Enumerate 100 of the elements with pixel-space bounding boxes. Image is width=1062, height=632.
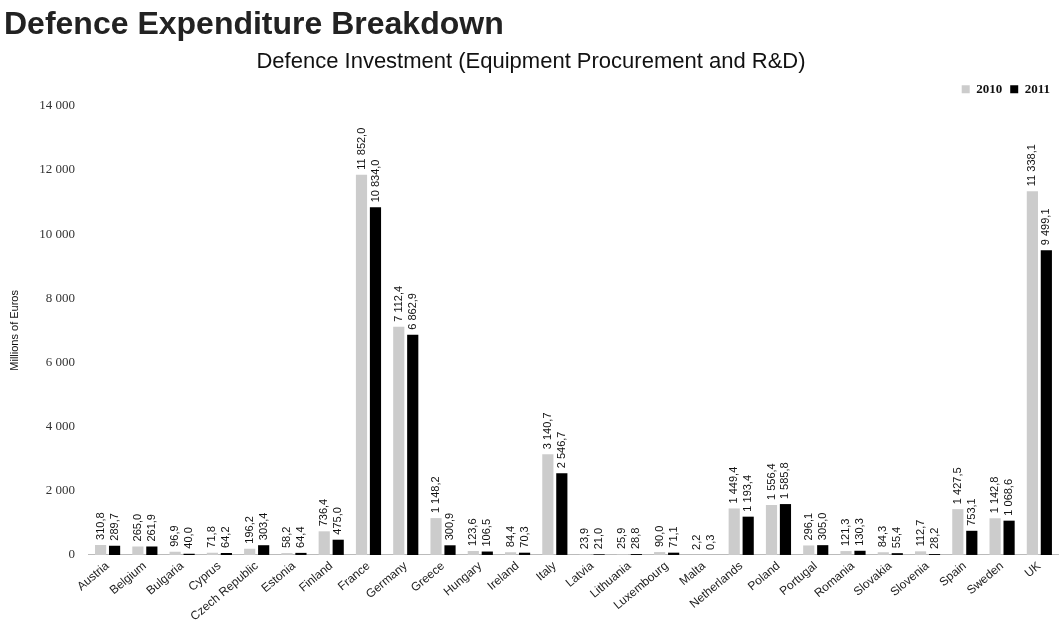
data-label: 84,3 <box>876 525 889 548</box>
bar <box>840 551 852 555</box>
data-label: 70,3 <box>517 526 530 548</box>
data-label: 123,6 <box>466 518 479 546</box>
y-tick-label: 6 000 <box>45 353 75 369</box>
bar <box>914 551 927 555</box>
bar <box>108 545 121 555</box>
data-label: 261,9 <box>144 514 157 542</box>
data-label: 6 862,9 <box>405 293 418 330</box>
data-label: 305,0 <box>815 512 828 541</box>
data-label: 1 556,4 <box>764 463 777 501</box>
data-label: 112,7 <box>913 519 926 547</box>
bar <box>803 545 815 555</box>
y-tick-label: 14 000 <box>39 97 75 113</box>
data-label: 71,1 <box>666 526 679 548</box>
bar <box>817 545 829 555</box>
bar <box>542 454 554 555</box>
y-tick-label: 4 000 <box>45 418 75 434</box>
data-label: 64,2 <box>219 526 232 548</box>
bar <box>258 545 270 555</box>
bar <box>169 551 181 555</box>
data-label: 265,0 <box>130 513 143 542</box>
chart-title: Defence Expenditure Breakdown <box>4 5 504 42</box>
data-label: 28,8 <box>629 527 642 550</box>
y-tick-label: 10 000 <box>39 225 75 241</box>
data-label: 736,4 <box>317 498 330 527</box>
y-tick-label: 2 000 <box>45 482 75 498</box>
bar <box>467 550 479 555</box>
bar <box>132 546 144 555</box>
bar <box>1003 520 1015 555</box>
data-label: 28,2 <box>927 527 940 550</box>
y-tick-label: 8 000 <box>45 289 75 305</box>
data-label: 3 140,7 <box>540 412 553 450</box>
bar <box>318 531 330 555</box>
data-label: 296,1 <box>801 512 814 541</box>
data-label: 753,1 <box>964 498 977 526</box>
data-label: 25,9 <box>615 527 628 550</box>
bar <box>244 548 256 555</box>
legend-label: 2011 <box>1024 80 1051 96</box>
data-label: 1 068,6 <box>1002 478 1015 516</box>
data-label: 130,3 <box>853 518 866 546</box>
data-label: 1 193,4 <box>741 474 754 512</box>
bar <box>728 508 740 555</box>
data-label: 1 142,8 <box>988 476 1001 514</box>
data-label: 7 112,4 <box>391 285 404 322</box>
data-label: 21,0 <box>592 527 605 550</box>
bar <box>966 530 978 555</box>
chart-subtitle: Defence Investment (Equipment Procurement and R&D) <box>256 47 806 73</box>
data-label: 40,0 <box>182 527 195 549</box>
bar <box>407 334 419 555</box>
data-label: 1 585,8 <box>778 462 791 500</box>
data-label: 11 852,0 <box>354 127 367 170</box>
data-label: 106,5 <box>480 519 493 547</box>
y-tick-label: 12 000 <box>39 161 75 177</box>
data-label: 0,3 <box>703 534 716 550</box>
bar <box>854 550 866 555</box>
bar <box>989 518 1001 555</box>
bar <box>1026 191 1038 555</box>
y-tick-label: 0 <box>68 546 75 562</box>
bar <box>332 539 344 555</box>
data-label: 1 427,5 <box>950 467 963 505</box>
data-label: 84,4 <box>503 525 516 548</box>
bar <box>779 504 792 555</box>
x-tick-label: Italy <box>533 558 559 584</box>
bar <box>952 509 964 555</box>
bar <box>504 552 517 555</box>
bar <box>393 326 405 555</box>
bar <box>430 518 442 555</box>
data-label: 96,9 <box>168 525 181 547</box>
data-label: 196,2 <box>242 516 255 544</box>
bar <box>444 545 456 555</box>
data-label: 9 499,1 <box>1039 208 1052 246</box>
x-tick-label: UK <box>1021 558 1044 581</box>
data-label: 121,3 <box>839 518 852 547</box>
bar <box>355 174 368 555</box>
bar <box>95 544 107 555</box>
data-label: 55,4 <box>890 526 903 549</box>
data-label: 71,8 <box>205 526 218 548</box>
data-label: 1 148,2 <box>429 476 442 514</box>
bar <box>654 552 666 555</box>
bar <box>877 552 889 555</box>
bar <box>742 516 754 555</box>
legend-label: 2010 <box>976 80 1003 96</box>
data-label: 23,9 <box>578 527 591 550</box>
data-label: 58,2 <box>279 526 292 549</box>
y-axis-title: Millions of Euros <box>7 289 20 371</box>
bar <box>1040 250 1052 555</box>
bar <box>765 505 778 555</box>
data-label: 310,8 <box>93 512 106 540</box>
bar <box>556 473 568 555</box>
data-label: 1 449,4 <box>727 466 740 504</box>
data-label: 2 546,7 <box>554 431 567 469</box>
data-label: 303,4 <box>256 512 269 541</box>
bar <box>146 546 158 555</box>
data-label: 10 834,0 <box>368 159 381 203</box>
bar <box>220 552 232 555</box>
data-label: 64,4 <box>293 526 306 548</box>
data-label: 300,9 <box>443 512 456 541</box>
bar <box>369 207 382 555</box>
data-label: 90,0 <box>652 525 665 548</box>
